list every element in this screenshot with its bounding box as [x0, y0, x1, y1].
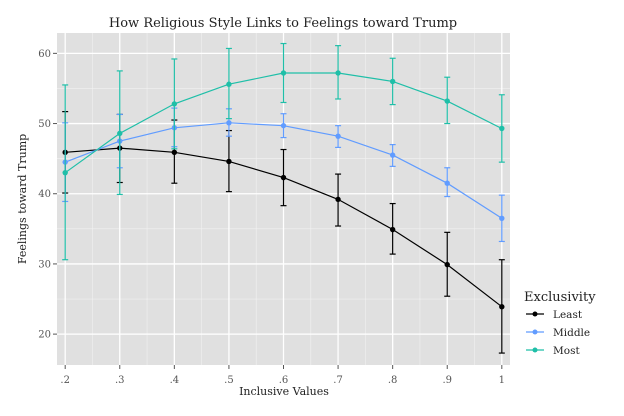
- data-point: [62, 169, 68, 176]
- y-axis: 20 30 40 50 60: [38, 49, 57, 341]
- data-point: [335, 196, 341, 203]
- x-tick-label: .8: [388, 375, 398, 386]
- legend-item-middle: Middle: [526, 327, 590, 339]
- data-point: [389, 226, 396, 233]
- data-point: [226, 158, 232, 165]
- x-tick-label: .6: [279, 375, 289, 386]
- data-point: [335, 133, 341, 139]
- x-axis: .2 .3 .4 .5 .6 .7 .8 .9 1: [60, 365, 505, 386]
- data-point: [389, 152, 396, 158]
- x-tick-label: .5: [224, 375, 234, 386]
- legend-point-swatch: [532, 347, 538, 353]
- legend-title: Exclusivity: [524, 290, 596, 305]
- legend-label: Least: [553, 309, 583, 321]
- y-tick-label: 20: [38, 330, 51, 341]
- data-point: [280, 174, 287, 181]
- y-tick-label: 50: [38, 119, 51, 130]
- x-axis-title: Inclusive Values: [239, 385, 329, 398]
- legend-label: Middle: [553, 327, 590, 339]
- data-point: [499, 215, 505, 222]
- data-point: [444, 261, 450, 268]
- data-point: [280, 122, 287, 129]
- series-most: [62, 42, 505, 261]
- data-point: [171, 149, 178, 156]
- series-layer: [62, 42, 505, 354]
- y-tick-label: 40: [38, 189, 51, 200]
- chart-title: How Religious Style Links to Feelings to…: [109, 16, 457, 31]
- data-point: [226, 120, 232, 126]
- y-tick-label: 60: [38, 49, 51, 60]
- data-point: [499, 304, 505, 310]
- x-tick-label: .7: [333, 375, 343, 386]
- legend-point-swatch: [532, 311, 538, 317]
- legend-point-swatch: [532, 329, 538, 335]
- data-point: [335, 70, 341, 76]
- data-point: [226, 81, 232, 87]
- x-tick-label: .3: [115, 375, 125, 386]
- data-point: [444, 98, 450, 104]
- legend-item-least: Least: [526, 309, 583, 321]
- x-tick-label: .2: [60, 375, 70, 386]
- data-point: [389, 78, 396, 85]
- x-tick-label: .9: [442, 375, 452, 386]
- data-point: [499, 125, 505, 132]
- data-point: [444, 180, 450, 186]
- data-point: [171, 101, 178, 107]
- y-axis-title: Feelings toward Trump: [16, 134, 29, 264]
- legend-item-most: Most: [526, 345, 580, 357]
- x-tick-label: .4: [170, 375, 180, 386]
- data-point: [117, 130, 123, 137]
- data-point: [280, 70, 287, 76]
- x-tick-label: 1: [499, 375, 505, 386]
- y-tick-label: 30: [38, 259, 51, 270]
- legend: Exclusivity Least Middle Most: [524, 290, 596, 357]
- legend-label: Most: [553, 345, 580, 357]
